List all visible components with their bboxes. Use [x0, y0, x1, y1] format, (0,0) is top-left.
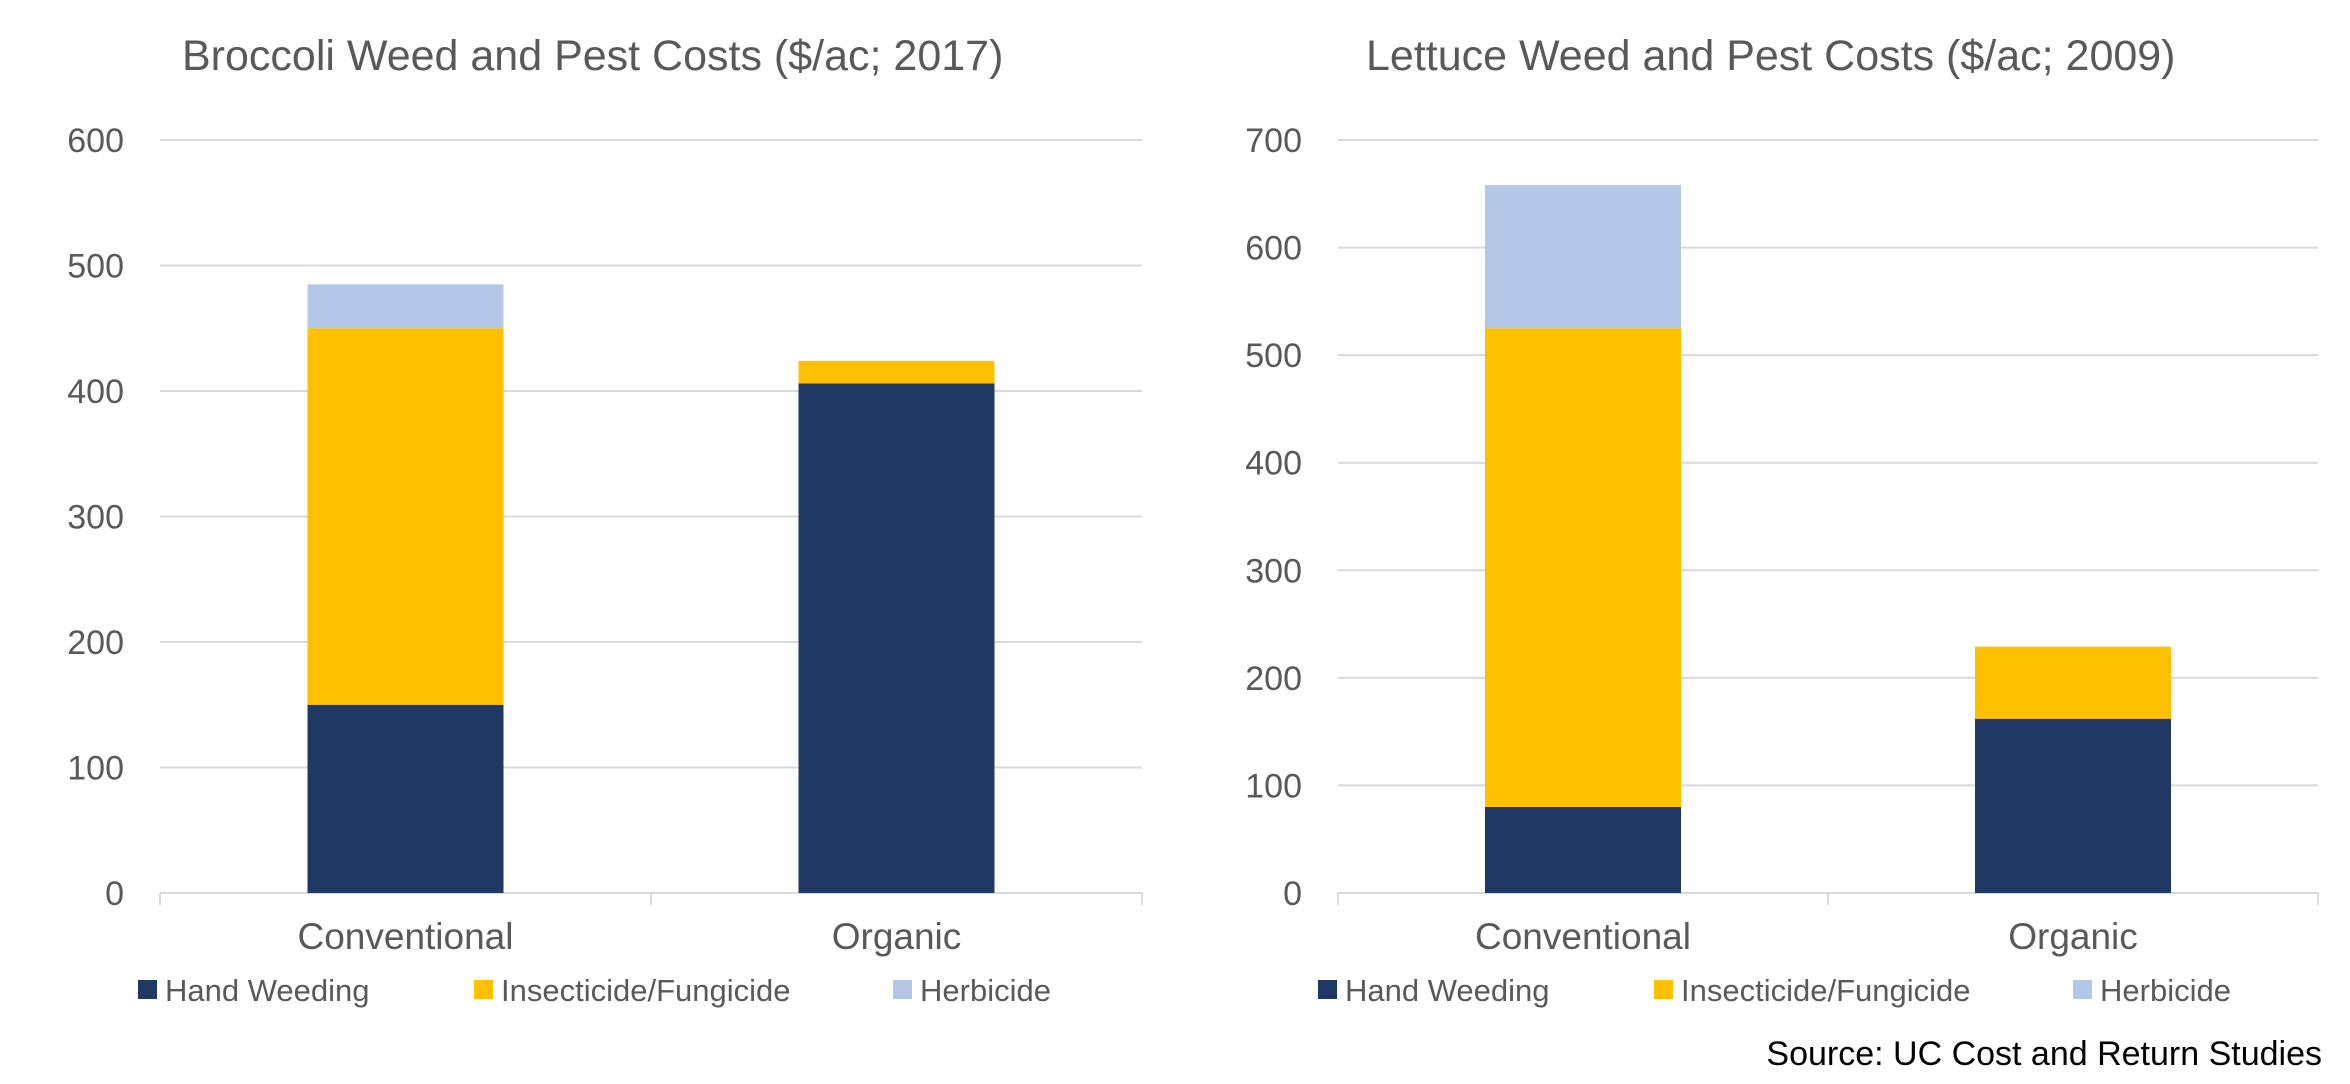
y-tick-label: 400: [1245, 445, 1302, 483]
legend-label-hand-weeding: Hand Weeding: [1345, 973, 1550, 1008]
y-tick-label: 0: [105, 875, 124, 913]
x-category-label: Conventional: [1475, 916, 1691, 957]
broccoli-chart: Broccoli Weed and Pest Costs ($/ac; 2017…: [67, 32, 1143, 1008]
legend-label-insecticide-fungicide: Insecticide/Fungicide: [1681, 973, 1971, 1008]
bar-insecticide-fungicide-conventional: [1485, 328, 1681, 807]
x-category-label: Conventional: [298, 916, 514, 957]
legend-swatch-insecticide-fungicide: [474, 980, 493, 999]
y-tick-label: 600: [67, 122, 124, 160]
y-tick-label: 0: [1283, 875, 1302, 913]
bar-hand-weeding-conventional: [1485, 806, 1681, 893]
legend-label-hand-weeding: Hand Weeding: [165, 973, 370, 1008]
bar-hand-weeding-organic: [1975, 718, 2171, 893]
bar-insecticide-fungicide-organic: [798, 360, 995, 384]
bar-herbicide-conventional: [1485, 185, 1681, 329]
x-category-label: Organic: [832, 916, 962, 957]
legend-swatch-herbicide: [2073, 980, 2092, 999]
y-tick-label: 100: [1245, 767, 1302, 805]
y-tick-label: 500: [1245, 337, 1302, 375]
x-category-label: Organic: [2008, 916, 2138, 957]
legend-label-herbicide: Herbicide: [2100, 973, 2231, 1008]
bar-herbicide-conventional: [307, 284, 504, 329]
y-tick-label: 300: [1245, 552, 1302, 590]
legend-label-herbicide: Herbicide: [920, 973, 1051, 1008]
y-tick-label: 700: [1245, 122, 1302, 160]
bar-insecticide-fungicide-conventional: [307, 328, 504, 705]
y-tick-label: 100: [67, 750, 124, 788]
y-tick-label: 600: [1245, 230, 1302, 268]
legend-swatch-hand-weeding: [1318, 980, 1337, 999]
legend-swatch-insecticide-fungicide: [1654, 980, 1673, 999]
lettuce-chart: Lettuce Weed and Pest Costs ($/ac; 2009)…: [1245, 32, 2319, 1008]
source-note: Source: UC Cost and Return Studies: [1766, 1035, 2322, 1073]
bar-hand-weeding-organic: [798, 383, 995, 893]
legend-label-insecticide-fungicide: Insecticide/Fungicide: [501, 973, 791, 1008]
legend-swatch-herbicide: [893, 980, 912, 999]
bar-hand-weeding-conventional: [307, 704, 504, 893]
chart-title: Broccoli Weed and Pest Costs ($/ac; 2017…: [182, 32, 1003, 80]
y-tick-label: 500: [67, 248, 124, 286]
y-tick-label: 200: [67, 624, 124, 662]
y-tick-label: 400: [67, 373, 124, 411]
chart-title: Lettuce Weed and Pest Costs ($/ac; 2009): [1366, 32, 2176, 80]
y-tick-label: 200: [1245, 660, 1302, 698]
bar-insecticide-fungicide-organic: [1975, 646, 2171, 719]
legend-swatch-hand-weeding: [138, 980, 157, 999]
y-tick-label: 300: [67, 499, 124, 537]
